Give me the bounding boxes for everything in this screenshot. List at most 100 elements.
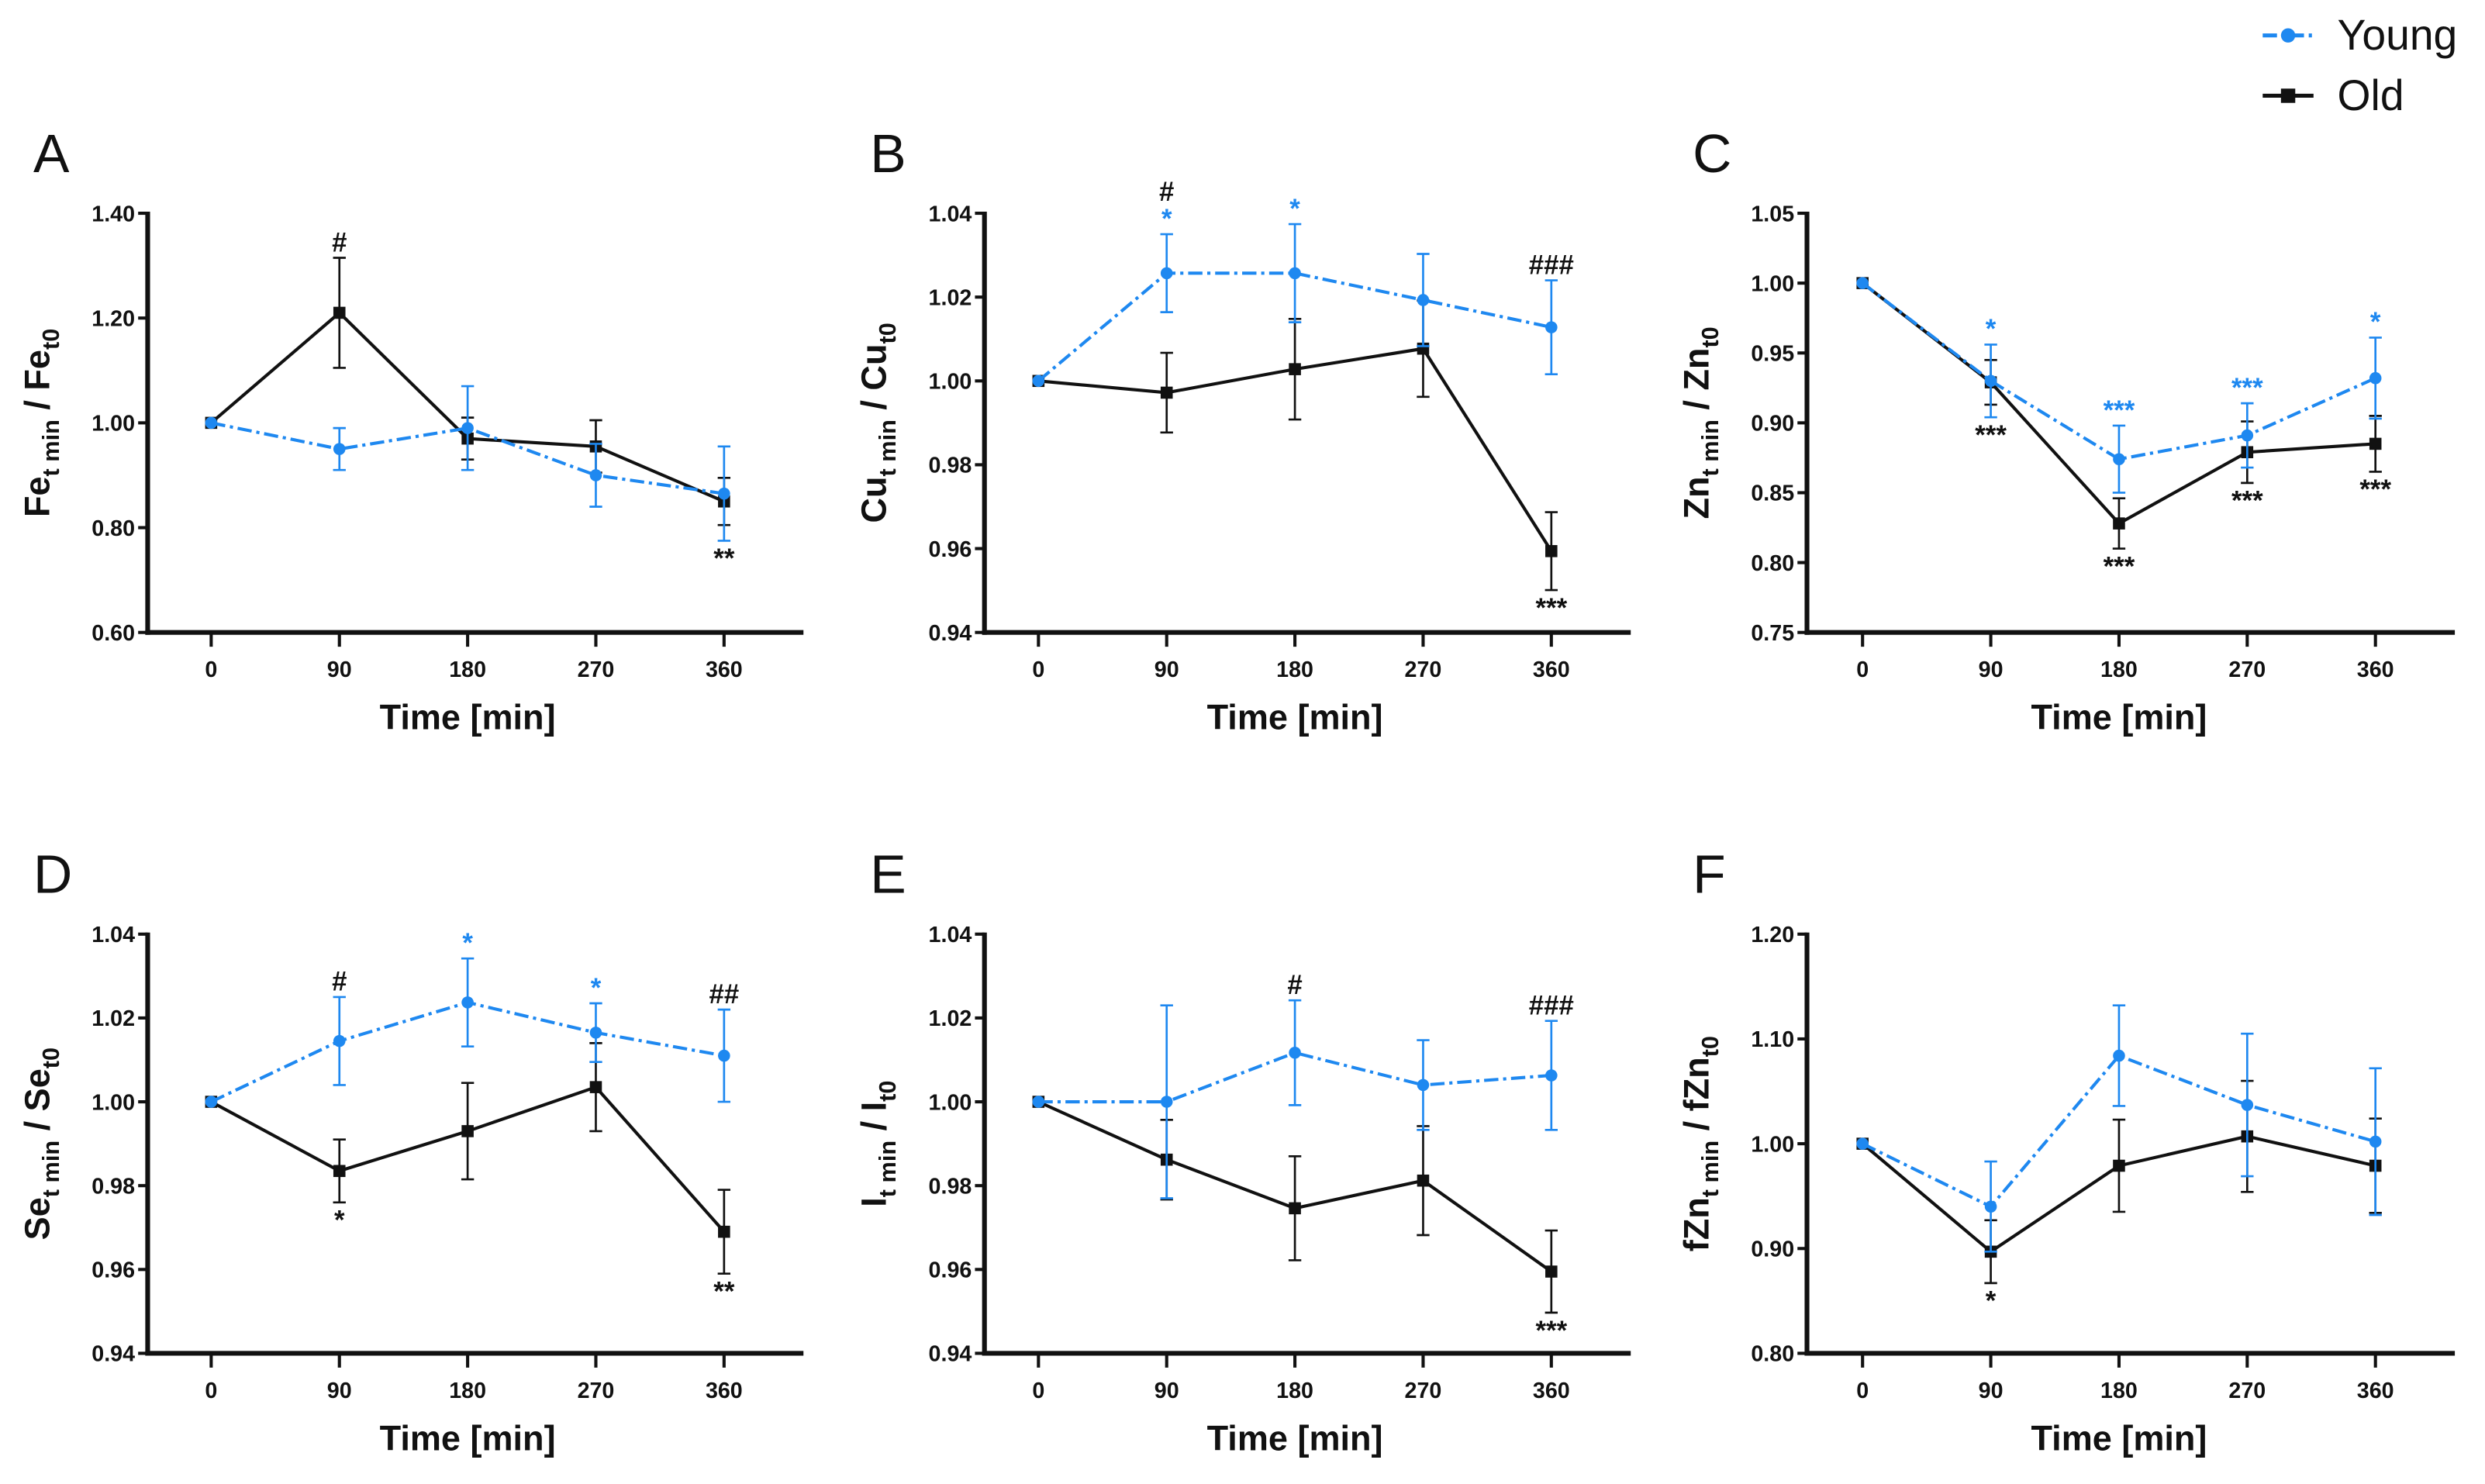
- panel-E: E 0.94 0.96 0.98 1.00 1.02 1.04 0 90 180 270 360 Tim…: [854, 844, 1631, 1458]
- data-point: [1160, 386, 1173, 399]
- panel-D: D 0.94 0.96 0.98 1.00 1.02 1.04 0 90 180 270 360 Tim…: [17, 844, 804, 1458]
- legend-item-old: Old: [2262, 71, 2404, 119]
- data-point: [1032, 374, 1045, 388]
- y-title-sub: t min: [874, 1141, 901, 1197]
- data-point: [1856, 277, 1869, 289]
- significance-marker: ***: [1975, 420, 2007, 450]
- y-axis-title: It min / It0: [854, 1081, 901, 1207]
- y-title-sub: t min: [37, 1141, 64, 1197]
- y-title-sub: t min: [874, 419, 901, 476]
- x-axis-title: Time [min]: [1207, 698, 1383, 737]
- significance-marker: *: [334, 1206, 345, 1236]
- data-point: [1289, 1047, 1301, 1059]
- x-tick-label: 90: [327, 657, 352, 682]
- data-point: [2113, 1159, 2125, 1172]
- y-tick-label: 0.80: [1751, 551, 1794, 576]
- data-point: [718, 1225, 730, 1238]
- y-axis-title: Set min / Set0: [17, 1047, 64, 1240]
- series-line: [1037, 271, 1552, 382]
- data-point: [1160, 267, 1173, 280]
- data-point: [1289, 363, 1301, 375]
- y-tick-label: 0.90: [1751, 412, 1794, 437]
- data-point: [1289, 1202, 1301, 1215]
- y-tick-label: 1.05: [1751, 202, 1794, 226]
- data-point: [589, 1081, 602, 1093]
- significance-marker: ###: [1529, 991, 1574, 1021]
- y-tick-label: 1.00: [91, 1090, 135, 1115]
- significance-marker: #: [1287, 970, 1302, 1000]
- x-tick-label: 90: [1979, 657, 2004, 682]
- data-point: [718, 1049, 730, 1062]
- data-point: [1545, 1069, 1558, 1082]
- x-axis-title: Time [min]: [2031, 1418, 2207, 1458]
- y-tick-label: 1.02: [929, 285, 972, 310]
- data-point: [461, 1125, 474, 1137]
- x-tick-label: 90: [1154, 657, 1179, 682]
- data-point: [718, 487, 730, 500]
- data-point: [2241, 429, 2254, 442]
- y-tick-label: 0.90: [1751, 1237, 1794, 1262]
- series-old: [1856, 1079, 2382, 1285]
- x-tick-label: 90: [327, 1379, 352, 1403]
- x-tick-label: 270: [1405, 657, 1442, 682]
- significance-marker: *: [1289, 194, 1300, 224]
- significance-marker: ***: [2359, 475, 2391, 505]
- x-tick-label: 180: [1276, 1379, 1313, 1403]
- y-title-main: Zn: [1677, 476, 1717, 519]
- significance-marker: ###: [1529, 250, 1574, 280]
- y-title-sub2: t0: [874, 1081, 901, 1102]
- panel-B: B 0.94 0.96 0.98 1.00 1.02 1.04 0 90 180 270 360 Tim…: [854, 123, 1631, 737]
- x-tick-label: 180: [2100, 657, 2138, 682]
- series-old: [1032, 299, 1558, 592]
- y-tick-label: 1.20: [91, 306, 135, 331]
- data-point: [589, 469, 602, 481]
- y-title-main: Fe: [17, 476, 57, 517]
- legend-marker-circle: [2280, 28, 2296, 43]
- legend-item-young: Young: [2262, 11, 2457, 59]
- y-tick-label: 0.96: [929, 537, 972, 562]
- x-tick-label: 0: [205, 657, 217, 682]
- x-tick-label: 180: [1276, 657, 1313, 682]
- y-tick-label: 0.60: [91, 621, 135, 646]
- y-tick-label: 1.00: [1751, 271, 1794, 296]
- y-tick-label: 0.85: [1751, 481, 1794, 506]
- significance-marker: *: [1161, 204, 1172, 234]
- y-title-sub: t min: [37, 419, 64, 476]
- significance-marker: ***: [2231, 373, 2263, 403]
- data-point: [2113, 1049, 2125, 1062]
- panel-A: A 0.60 0.80 1.00 1.20 1.40 0 90 180 270 360 Time [m…: [17, 123, 804, 737]
- y-axis-title: Znt min / Znt0: [1677, 326, 1724, 519]
- x-tick-label: 0: [1856, 1379, 1869, 1403]
- significance-marker: *: [462, 928, 473, 958]
- series-line: [1862, 1054, 2376, 1209]
- x-tick-label: 0: [205, 1379, 217, 1403]
- data-point: [1417, 294, 1430, 306]
- y-title-sub2: t0: [37, 329, 64, 350]
- data-point: [2241, 1099, 2254, 1111]
- data-point: [461, 996, 474, 1009]
- y-title-main: fZn: [1677, 1197, 1717, 1251]
- y-title-sub: t min: [1696, 1141, 1724, 1197]
- data-point: [589, 1027, 602, 1039]
- significance-marker: *: [1986, 314, 1997, 344]
- x-tick-label: 270: [2228, 657, 2266, 682]
- y-tick-label: 0.94: [929, 621, 972, 646]
- y-title-main2: / Se: [17, 1068, 57, 1141]
- x-tick-label: 360: [706, 1379, 743, 1403]
- data-point: [1545, 321, 1558, 333]
- x-tick-label: 270: [2228, 1379, 2266, 1403]
- significance-marker: *: [591, 973, 602, 1003]
- x-tick-label: 0: [1856, 657, 1869, 682]
- x-tick-label: 0: [1032, 1379, 1044, 1403]
- series-young: [1856, 277, 2382, 494]
- x-tick-label: 360: [2357, 657, 2394, 682]
- y-title-main2: / Fe: [17, 350, 57, 419]
- y-tick-label: 0.98: [929, 1174, 972, 1199]
- x-tick-label: 360: [706, 657, 743, 682]
- significance-marker: #: [332, 967, 347, 997]
- y-title-sub2: t0: [37, 1047, 64, 1068]
- series-young: [1032, 999, 1558, 1199]
- x-tick-label: 0: [1032, 657, 1044, 682]
- data-point: [2369, 437, 2382, 450]
